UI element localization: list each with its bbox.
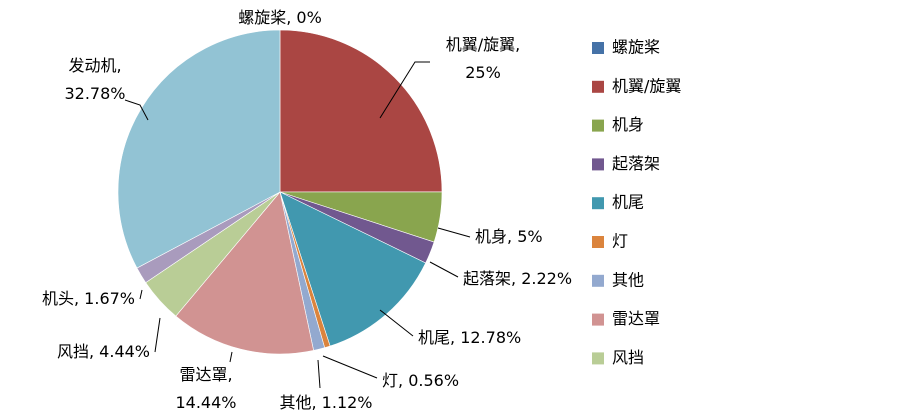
legend-swatch bbox=[592, 352, 604, 365]
label-separator: , bbox=[116, 56, 121, 75]
leader-line bbox=[317, 359, 321, 389]
label-separator: , bbox=[312, 393, 322, 412]
legend-label: 机尾 bbox=[612, 193, 644, 212]
label-name: 风挡 bbox=[57, 342, 89, 361]
leader-line bbox=[379, 309, 414, 337]
label-name: 机头 bbox=[42, 289, 74, 308]
legend-swatch bbox=[592, 80, 604, 93]
label-separator: , bbox=[74, 289, 84, 308]
legend-swatch bbox=[592, 119, 604, 132]
legend-label: 雷达罩 bbox=[612, 309, 660, 328]
label-value: 2.22% bbox=[521, 269, 572, 288]
legend-label: 起落架 bbox=[612, 154, 660, 173]
leader-line bbox=[229, 351, 233, 363]
label-name: 机身 bbox=[475, 227, 507, 246]
data-label: 灯, 0.56% bbox=[382, 371, 459, 390]
label-value: 25% bbox=[465, 63, 501, 82]
data-label: 螺旋桨, 0% bbox=[238, 8, 322, 27]
leader-line bbox=[379, 61, 430, 119]
leader-line bbox=[139, 289, 143, 300]
data-label: 风挡, 4.44% bbox=[57, 342, 150, 361]
label-separator: , bbox=[227, 365, 232, 384]
leader-line bbox=[429, 261, 459, 278]
label-separator: , bbox=[515, 35, 520, 54]
data-label: 发动机, 32.78% bbox=[64, 56, 125, 103]
legend-label: 风挡 bbox=[612, 348, 644, 367]
label-value: 5% bbox=[517, 227, 542, 246]
label-separator: , bbox=[511, 269, 521, 288]
legend-swatch bbox=[592, 313, 604, 326]
data-label: 机翼/旋翼, 25% bbox=[446, 35, 521, 82]
label-value: 1.67% bbox=[84, 289, 135, 308]
label-separator: , bbox=[89, 342, 99, 361]
legend-label: 其他 bbox=[612, 270, 644, 289]
label-value: 12.78% bbox=[460, 328, 521, 347]
label-separator: , bbox=[286, 8, 296, 27]
label-name: 机尾 bbox=[418, 328, 450, 347]
label-separator: , bbox=[450, 328, 460, 347]
label-name: 发动机 bbox=[68, 56, 116, 75]
data-label: 机尾, 12.78% bbox=[418, 328, 521, 347]
legend-label: 螺旋桨 bbox=[612, 38, 660, 57]
data-label: 雷达罩, 14.44% bbox=[175, 365, 236, 412]
label-name: 机翼/旋翼 bbox=[446, 35, 515, 54]
label-separator: , bbox=[398, 371, 408, 390]
label-name: 灯 bbox=[382, 371, 398, 390]
pie-slice bbox=[279, 191, 427, 347]
label-name: 起落架 bbox=[463, 269, 511, 288]
leader-line bbox=[154, 317, 161, 353]
label-value: 0.56% bbox=[408, 371, 459, 390]
legend-swatch bbox=[592, 274, 604, 287]
label-separator: , bbox=[507, 227, 517, 246]
label-value: 4.44% bbox=[99, 342, 150, 361]
label-value: 32.78% bbox=[64, 84, 125, 103]
pie-slice bbox=[117, 29, 281, 269]
data-label: 起落架, 2.22% bbox=[463, 269, 572, 288]
leader-line bbox=[124, 99, 149, 121]
legend-swatch bbox=[592, 158, 604, 171]
leader-line bbox=[322, 355, 378, 379]
leader-line bbox=[437, 227, 471, 238]
legend-label: 灯 bbox=[612, 232, 628, 251]
label-value: 1.12% bbox=[322, 393, 373, 412]
pie-slice bbox=[175, 191, 314, 355]
data-label: 其他, 1.12% bbox=[279, 393, 372, 412]
legend-label: 机翼/旋翼 bbox=[612, 76, 681, 95]
label-name: 雷达罩 bbox=[179, 365, 227, 384]
label-name: 螺旋桨 bbox=[238, 8, 286, 27]
legend-swatch bbox=[592, 197, 604, 210]
legend-swatch bbox=[592, 42, 604, 54]
label-name: 其他 bbox=[279, 393, 311, 412]
legend-label: 机身 bbox=[612, 115, 644, 134]
label-value: 14.44% bbox=[175, 393, 236, 412]
label-value: 0% bbox=[296, 8, 321, 27]
legend-swatch bbox=[592, 236, 604, 248]
data-label: 机身, 5% bbox=[475, 227, 543, 246]
data-label: 机头, 1.67% bbox=[42, 289, 135, 308]
pie-slice bbox=[279, 29, 443, 193]
